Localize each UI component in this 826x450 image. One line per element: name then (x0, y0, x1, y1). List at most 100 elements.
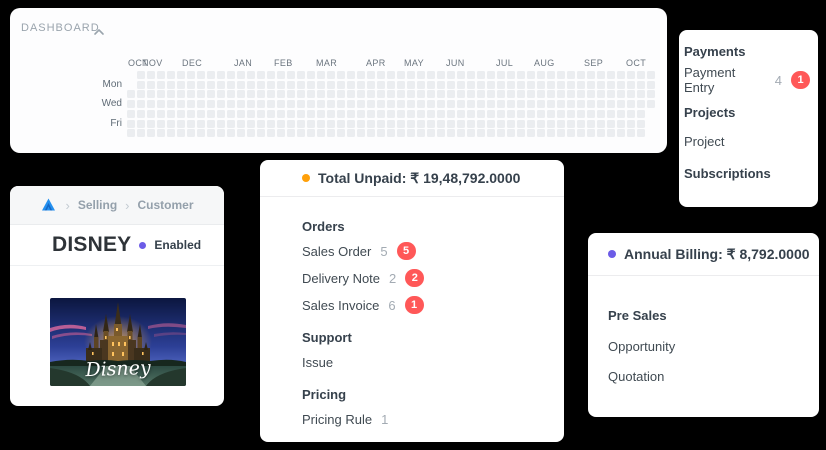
heatmap-cell (637, 71, 645, 79)
heatmap-month-label: NOV (142, 58, 163, 68)
heatmap-cell (347, 129, 355, 138)
link-quotation[interactable]: Quotation (608, 367, 819, 385)
breadcrumb-selling[interactable]: Selling (77, 198, 118, 212)
heatmap-cell (137, 90, 145, 99)
heatmap-cell (387, 109, 395, 118)
heatmap-month-label: AUG (534, 58, 555, 68)
heatmap-day-label: Wed (101, 98, 122, 110)
heatmap-cell (417, 80, 425, 89)
heatmap-cell (597, 100, 605, 109)
heatmap-cell (487, 71, 495, 79)
heatmap-cell (337, 90, 345, 99)
heatmap-cell (277, 119, 285, 128)
heatmap-cell (377, 90, 385, 99)
heatmap-cell (447, 109, 455, 118)
heatmap-cell (237, 71, 245, 79)
breadcrumb-customer[interactable]: Customer (137, 198, 194, 212)
heatmap-cell (237, 119, 245, 128)
heatmap-cell (477, 71, 485, 79)
link-sales-invoice[interactable]: Sales Invoice 6 1 (302, 296, 554, 314)
heatmap-cell (557, 90, 565, 99)
heatmap-cell (157, 119, 165, 128)
heatmap-cell (467, 71, 475, 79)
heatmap-cell (237, 90, 245, 99)
heatmap-cell (557, 119, 565, 128)
link-label: Delivery Note (302, 270, 381, 286)
heatmap-cell (377, 100, 385, 109)
item-count: 5 (380, 243, 388, 259)
notification-badge: 1 (791, 71, 810, 89)
heatmap-cell (387, 100, 395, 109)
heatmap-cell (177, 109, 185, 118)
heatmap-cell (207, 80, 215, 89)
heatmap-cell (397, 129, 405, 138)
heatmap-cell (587, 109, 595, 118)
heatmap-cell (127, 109, 135, 118)
heatmap-cell (407, 129, 415, 138)
heatmap-cell (187, 109, 195, 118)
heatmap-cell (147, 80, 155, 89)
heatmap-cell (607, 119, 615, 128)
heatmap-cell (397, 100, 405, 109)
heatmap-cell (137, 129, 145, 138)
section-subscriptions: Subscriptions (684, 166, 810, 181)
heatmap-cell (187, 80, 195, 89)
heatmap-cell (617, 109, 625, 118)
erpnext-logo-icon[interactable] (40, 197, 57, 213)
heatmap-cell (327, 90, 335, 99)
heatmap-cell (367, 71, 375, 79)
heatmap-cell (257, 109, 265, 118)
heatmap-cell (277, 71, 285, 79)
heatmap-cell (547, 119, 555, 128)
heatmap-cell (627, 100, 635, 109)
item-count: 2 (389, 270, 397, 286)
heatmap-cell (367, 100, 375, 109)
link-payment-entry[interactable]: Payment Entry 4 1 (684, 65, 810, 95)
chevron-up-icon[interactable] (92, 24, 106, 42)
heatmap-cell (637, 129, 645, 138)
heatmap-cell (527, 71, 535, 79)
link-delivery-note[interactable]: Delivery Note 2 2 (302, 269, 554, 287)
heatmap-cell (627, 71, 635, 79)
heatmap-cell (307, 129, 315, 138)
heatmap-cell (187, 100, 195, 109)
heatmap-cell (347, 119, 355, 128)
heatmap-month-label: MAR (316, 58, 338, 68)
heatmap-cell (637, 90, 645, 99)
heatmap-cell (197, 90, 205, 99)
heatmap-cell (137, 100, 145, 109)
heatmap-cell (337, 129, 345, 138)
heatmap-cell (227, 71, 235, 79)
heatmap-cell (457, 71, 465, 79)
heatmap-cell (557, 129, 565, 138)
disney-castle-image[interactable]: Disney (50, 298, 186, 386)
heatmap-cell (187, 129, 195, 138)
heatmap-cell (567, 129, 575, 138)
section-heading: Pre Sales (608, 308, 667, 323)
section-pricing: Pricing Pricing Rule 1 (302, 387, 554, 428)
heatmap-cell (197, 80, 205, 89)
heatmap-cell (507, 109, 515, 118)
link-label: Quotation (608, 368, 665, 384)
link-project[interactable]: Project (684, 132, 810, 150)
link-pricing-rule[interactable]: Pricing Rule 1 (302, 410, 554, 428)
heatmap-cell (157, 71, 165, 79)
heatmap-cell (257, 80, 265, 89)
heatmap-cell (507, 90, 515, 99)
heatmap-cell (397, 119, 405, 128)
link-issue[interactable]: Issue (302, 353, 554, 371)
panel-header: Annual Billing: ₹ 8,792.0000 (588, 233, 819, 276)
heatmap-cell (597, 109, 605, 118)
heatmap-cell (517, 129, 525, 138)
heatmap-cell (427, 129, 435, 138)
annual-billing-panel: Annual Billing: ₹ 8,792.0000 Pre Sales O… (588, 233, 819, 417)
heatmap-cell (517, 100, 525, 109)
heatmap-cell (327, 71, 335, 79)
heatmap-cell (267, 100, 275, 109)
heatmap-cell (247, 109, 255, 118)
heatmap-cell (187, 90, 195, 99)
link-opportunity[interactable]: Opportunity (608, 337, 819, 355)
link-sales-order[interactable]: Sales Order 5 5 (302, 242, 554, 260)
heatmap-cell (227, 129, 235, 138)
heatmap-cell (277, 109, 285, 118)
